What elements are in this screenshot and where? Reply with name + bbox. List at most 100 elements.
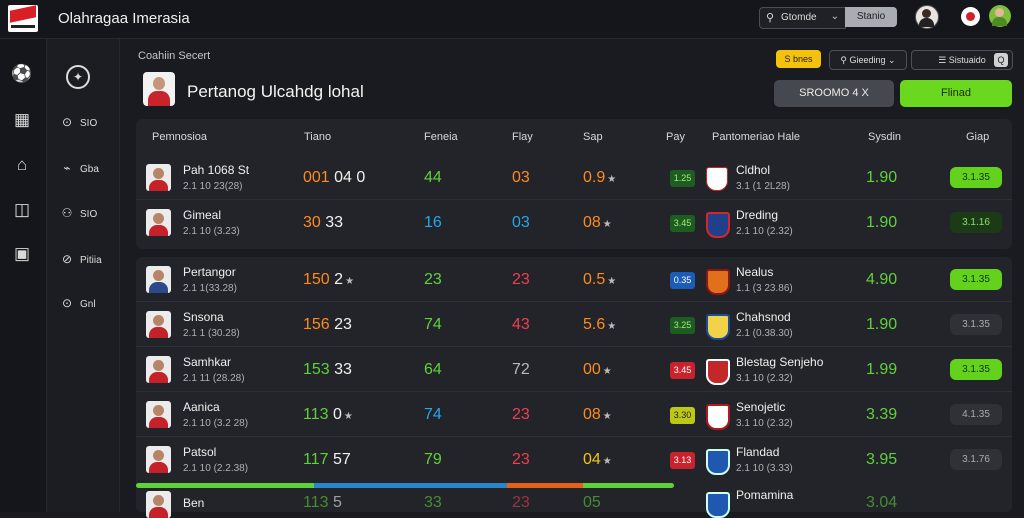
primary-action-button[interactable]: Flinad [900, 80, 1012, 107]
sport-ball-icon[interactable]: ✦ [66, 65, 90, 89]
score: 30 [303, 214, 321, 231]
column-header[interactable]: Pay [666, 131, 685, 143]
stat-value: 23 [512, 494, 530, 511]
status-badge: 0.35 [670, 272, 695, 289]
table-row[interactable]: Snsona 2.1 1 (30.28) 156 23 74 43 5.6 ★ 3… [136, 302, 1012, 347]
stat-value: 03 [512, 214, 530, 231]
sort-dropdown[interactable]: ☰ Sistuaido Q [911, 50, 1013, 70]
sidebar-item-2[interactable]: ⌁ Gba [60, 161, 118, 179]
player-name: Snsona [183, 310, 224, 324]
team-crest-icon [706, 314, 730, 340]
column-header[interactable]: Sap [583, 131, 603, 143]
row-divider [136, 346, 1012, 347]
team-crest-icon [706, 167, 728, 191]
bet-button[interactable]: 3.1.76 [950, 449, 1002, 470]
bet-button[interactable]: 3.1.35 [950, 314, 1002, 335]
bet-button[interactable]: 3.1.35 [950, 359, 1002, 380]
player-meta: 2.1 10 (3.2 28) [183, 418, 249, 429]
home-icon[interactable]: ⌂ [16, 155, 28, 174]
query-button[interactable]: Q [994, 53, 1008, 67]
column-header[interactable]: Tiano [304, 131, 332, 143]
filter-dropdown[interactable]: ⚲ Gieeding ⌄ [829, 50, 907, 70]
player-meta: 2.1 10 (2.2.38) [183, 463, 249, 474]
bet-button[interactable]: 3.1.35 [950, 167, 1002, 188]
table-row[interactable]: Patsol 2.1 10 (2.2.38) 117 57 79 23 04 ★ … [136, 437, 1012, 482]
chevron-down-icon[interactable]: ⌄ [830, 11, 839, 22]
column-header[interactable]: Flay [512, 131, 533, 143]
sidebar-item-4[interactable]: ⊘ Pitiia [60, 252, 118, 270]
player-name: Ben [183, 496, 205, 510]
player-avatar [146, 401, 171, 428]
bet-button[interactable]: 3.1.16 [950, 212, 1002, 233]
score: 113 [303, 494, 329, 511]
table-row[interactable]: Pah 1068 St 2.1 10 23(28) 001 04 0 44 03… [136, 155, 1012, 200]
star-icon: ★ [602, 456, 612, 467]
stat-value: 16 [424, 214, 442, 231]
table-row[interactable]: Aanica 2.1 10 (3.2 28) 113 0 ★ 74 23 08 ★ … [136, 392, 1012, 437]
status-badge: 3.45 [670, 362, 695, 379]
team-name: Flandad [736, 445, 780, 459]
team-crest-icon [706, 404, 730, 430]
team-meta: 2.1 10 (3.33) [736, 463, 793, 474]
sidebar-item-3[interactable]: ⚇ SIO [60, 206, 118, 224]
player-meta: 2.1 1 (30.28) [183, 328, 240, 339]
odds-value: 3.39 [866, 406, 898, 423]
search-button[interactable]: Stanio [845, 7, 897, 27]
status-badge: 3.30 [670, 407, 695, 424]
team-name: Blestag Senjeho [736, 355, 824, 369]
table-row[interactable]: Samhkar 2.1 11 (28.28) 153 33 64 72 00 ★ … [136, 347, 1012, 392]
odds-value: 1.99 [866, 361, 898, 378]
app-logo[interactable] [8, 5, 38, 32]
sidebar-item-label: SIO [80, 118, 98, 129]
player-avatar [146, 164, 171, 191]
row-divider [136, 436, 1012, 437]
star-icon: ★ [607, 174, 617, 185]
column-header[interactable]: Sysdin [868, 131, 902, 143]
soccer-ball-icon[interactable]: ⚽ [11, 64, 33, 83]
sidebar-item-label: Pitiia [80, 255, 102, 266]
star-icon: ★ [343, 411, 353, 422]
stat-value: 23 [512, 271, 530, 288]
search-value: Gtomde [781, 12, 817, 23]
shop-icon[interactable]: ▣ [13, 244, 31, 263]
search-input[interactable]: ⚲ Gtomde ⌄ [759, 7, 846, 29]
odds-value: 1.90 [866, 316, 898, 333]
sort-dropdown-label: Sistuaido [948, 55, 986, 65]
table-row[interactable]: Gimeal 2.1 10 (3.23) 30 33 16 03 08 ★ 3.4… [136, 200, 1012, 245]
calendar-icon[interactable]: ▦ [13, 110, 31, 129]
filter-chip[interactable]: S bnes [776, 50, 821, 68]
column-header[interactable]: Pantomeriao Hale [712, 131, 801, 143]
row-divider [136, 199, 1012, 200]
sidebar-item-1[interactable]: ⊙ SIO [60, 115, 118, 133]
nav-icon: ⊘ [61, 252, 73, 266]
team-crest-icon [706, 269, 730, 295]
stat-value: 23 [512, 451, 530, 468]
odds-value: 3.04 [866, 494, 898, 511]
user-avatar[interactable] [915, 5, 939, 29]
odds-value: 1.90 [866, 214, 898, 231]
progress-bar [136, 483, 674, 488]
profile-avatar[interactable] [989, 5, 1011, 27]
bet-button[interactable]: 4.1.35 [950, 404, 1002, 425]
nav-icon: ⊙ [61, 296, 73, 310]
secondary-action-button[interactable]: SROOMO 4 X [774, 80, 894, 107]
bet-button[interactable]: 3.1.35 [950, 269, 1002, 290]
player-avatar [146, 209, 171, 236]
stat-value: 0.9 [583, 169, 606, 186]
player-name: Samhkar [183, 355, 232, 369]
column-header[interactable]: Pemnosioa [152, 131, 208, 143]
column-header[interactable]: Feneia [424, 131, 458, 143]
chevron-down-icon: ⌄ [885, 55, 896, 65]
team-crest-icon [706, 212, 730, 238]
table-row[interactable]: Pertangor 2.1 1(33.28) 150 2 ★ 23 23 0.5 ★… [136, 257, 1012, 302]
sidebar-item-5[interactable]: ⊙ Gnl [60, 296, 118, 314]
score: 117 [303, 451, 329, 468]
notification-icon[interactable] [961, 7, 980, 26]
star-icon: ★ [607, 321, 617, 332]
stat-value: 74 [424, 406, 442, 423]
stats-icon[interactable]: ◫ [13, 200, 31, 219]
column-header[interactable]: Giap [966, 131, 990, 143]
sidebar-item-label: Gnl [80, 299, 96, 310]
team-crest-icon [706, 449, 730, 475]
team-name: Dreding [736, 208, 779, 222]
